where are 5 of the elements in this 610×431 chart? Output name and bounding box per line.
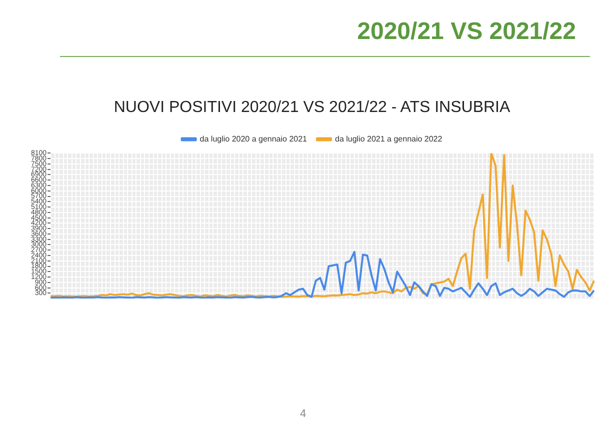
text: 4: [300, 408, 306, 420]
legend-label: da luglio 2021 a gennaio 2022: [335, 134, 443, 144]
chart-title: NUOVI POSITIVI 2020/21 VS 2021/22 - ATS INSUBRIA: [114, 99, 510, 116]
legend-label: da luglio 2020 a gennaio 2021: [200, 134, 308, 144]
text: 2020/21 VS 2021/22: [357, 18, 576, 46]
